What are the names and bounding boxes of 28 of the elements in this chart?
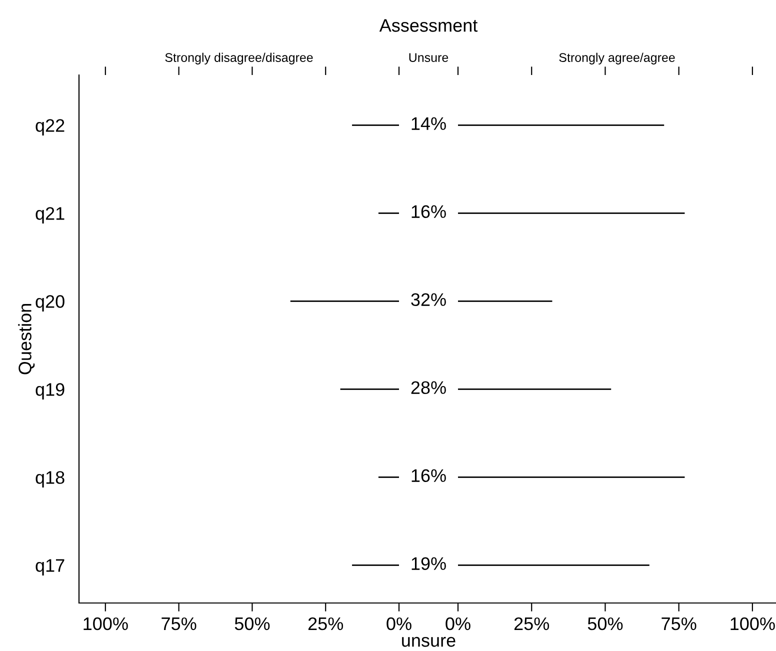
text: 16% [412, 469, 446, 482]
y-tick-label: q22 [36, 119, 64, 136]
y-tick-label: q20 [36, 295, 64, 312]
text: 16% [412, 205, 446, 218]
x2-axis-title: Strongly disagree/disagree [165, 52, 313, 64]
y-tick-label: q19 [36, 383, 64, 400]
x-tick-label: 75% [662, 617, 696, 630]
text: Unsure [409, 53, 448, 62]
text: Assessment [379, 19, 478, 32]
x-tick-label: 0% [446, 617, 470, 630]
text: 28% [411, 381, 446, 394]
text: 32% [411, 293, 446, 306]
text: 19% [412, 557, 446, 570]
x-tick-label: 25% [308, 617, 344, 630]
x-tick-label: 75% [162, 617, 196, 630]
x-tick-label: 100% [730, 617, 775, 630]
y-tick-label: q21 [36, 207, 64, 224]
text: unsure [402, 636, 456, 647]
y-axis-title: Question [18, 304, 35, 374]
y-tick-label: q17 [36, 559, 64, 576]
x-tick-label: 50% [588, 617, 623, 630]
y-tick-label: q18 [36, 471, 64, 488]
x-tick-label: 25% [514, 617, 550, 630]
x2-axis-title: Strongly agree/agree [559, 52, 675, 64]
text: 14% [412, 117, 446, 130]
x-tick-label: 0% [386, 617, 412, 630]
x-tick-label: 100% [84, 617, 128, 630]
x-tick-label: 50% [234, 617, 270, 630]
